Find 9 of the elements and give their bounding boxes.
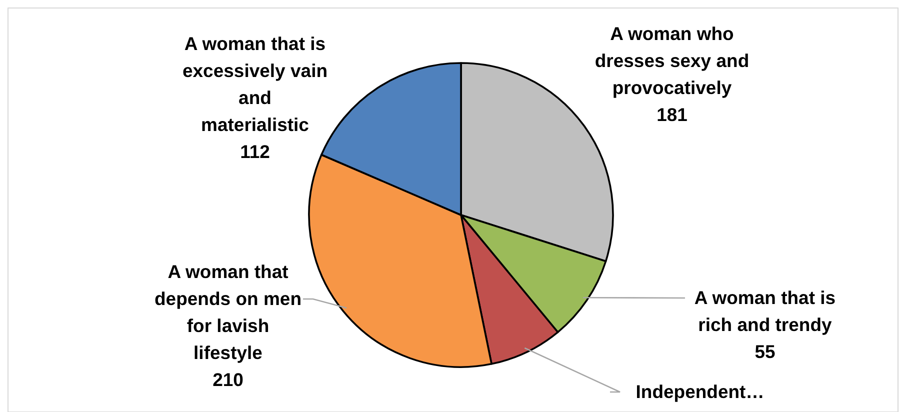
slice-label: A woman who dresses sexy and provocatively	[594, 23, 750, 98]
slice-label: A woman that depends on men for lavish lifestyle	[154, 261, 302, 363]
data-label: 181	[656, 104, 688, 125]
data-label: 112	[240, 141, 270, 162]
slice-label: A woman that is excessively vain and materialistic	[182, 33, 328, 135]
slice-label: A woman that is rich and trendy	[694, 287, 836, 335]
data-label: 55	[754, 341, 776, 362]
data-label: 210	[212, 369, 244, 390]
slice-label: Independent…	[636, 381, 764, 402]
